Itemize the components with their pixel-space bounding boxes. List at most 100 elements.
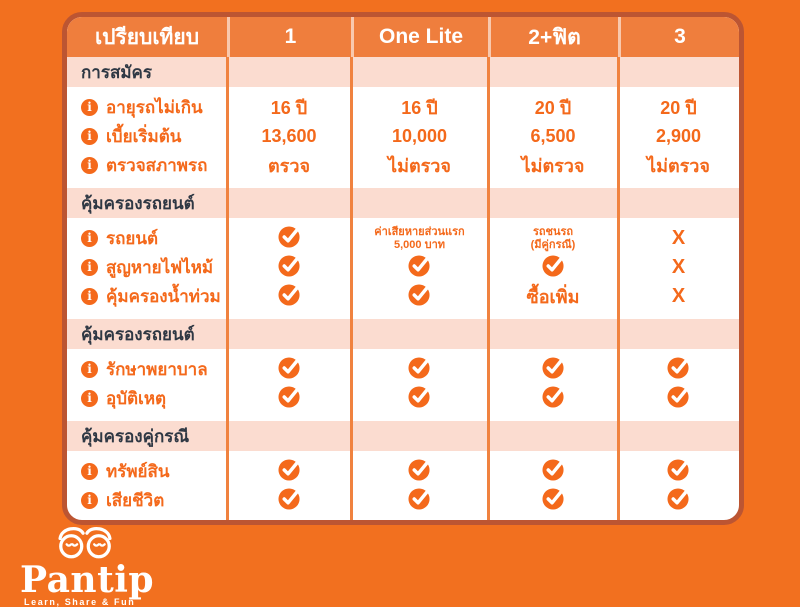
value-cell (488, 487, 618, 515)
info-icon: i (81, 463, 98, 480)
cross-mark: X (671, 285, 686, 307)
info-icon: i (81, 390, 98, 407)
value-cell: 10,000 (351, 126, 488, 147)
value-cell (227, 458, 351, 486)
section-header: คุ้มครองรถยนต์ (67, 319, 739, 349)
comparison-table: เปรียบเทียบ 1 One Lite 2+ฟิต 3 การสมัคร i… (62, 12, 744, 525)
row-label-cell: i รถยนต์ (67, 225, 227, 252)
value-cell: ไม่ตรวจ (351, 151, 488, 180)
section-header: การสมัคร (67, 57, 739, 87)
value-cell: ไม่ตรวจ (618, 151, 739, 180)
value-text: 10,000 (391, 126, 448, 146)
value-text: 13,600 (261, 126, 317, 146)
check-icon (408, 458, 431, 486)
row-label: คุ้มครองน้ำท่วม (106, 287, 221, 306)
pantip-wordmark: Pantip (20, 559, 155, 601)
value-text: 16 ปี (401, 98, 438, 118)
value-cell: ไม่ตรวจ (488, 151, 618, 180)
check-icon (277, 225, 301, 253)
check-icon (541, 458, 565, 486)
section-title: คุ้มครองรถยนต์ (81, 193, 195, 213)
value-cell: ซื้อเพิ่ม (488, 282, 618, 311)
table-row: i ทรัพย์สิน (67, 457, 739, 486)
value-cell: 6,500 (488, 126, 618, 147)
table-body: การสมัคร i อายุรถไม่เกิน 16 ปี 16 ปี 20 ปี 20 … (67, 57, 739, 520)
value-cell: ค่าเสียหายส่วนแรก 5,000 บาท (351, 226, 488, 251)
check-icon (408, 283, 431, 311)
value-cell (351, 254, 488, 282)
info-icon: i (81, 99, 98, 116)
check-icon (541, 356, 565, 384)
header-col-one-lite: One Lite (351, 17, 488, 57)
header-col-3: 3 (618, 17, 739, 57)
value-text: ไม่ตรวจ (521, 156, 585, 176)
row-label-cell: i รักษาพยาบาล (67, 356, 227, 383)
value-text: ตรวจ (267, 156, 310, 176)
check-icon (667, 385, 690, 413)
value-cell (227, 225, 351, 253)
row-label: รักษาพยาบาล (106, 360, 208, 379)
check-icon (277, 254, 301, 282)
check-icon (408, 356, 431, 384)
value-text: ไม่ตรวจ (647, 156, 710, 176)
value-cell (351, 385, 488, 413)
row-label-cell: i เบี้ยเริ่มต้น (67, 123, 227, 150)
value-cell (618, 385, 739, 413)
info-icon: i (81, 157, 98, 174)
row-label-cell: i สูญหายไฟไหม้ (67, 254, 227, 281)
section-rows: i รถยนต์ ค่าเสียหายส่วนแรก 5,000 บาท รถชนรถ(… (67, 218, 739, 319)
value-text: 2,900 (655, 126, 702, 146)
value-cell (488, 356, 618, 384)
check-icon (277, 385, 301, 413)
value-cell (618, 458, 739, 486)
row-label-cell: i ตรวจสภาพรถ (67, 152, 227, 179)
value-cell (351, 487, 488, 515)
section-title: คุ้มครองคู่กรณี (81, 426, 190, 446)
info-icon: i (81, 492, 98, 509)
info-icon: i (81, 230, 98, 247)
value-cell: 20 ปี (618, 93, 739, 122)
pantip-tagline: Learn, Share & Fun (24, 597, 136, 607)
row-label: อุบัติเหตุ (106, 389, 167, 408)
info-icon: i (81, 288, 98, 305)
value-cell (488, 254, 618, 282)
value-cell (618, 356, 739, 384)
column-divider (350, 57, 353, 520)
row-label: อายุรถไม่เกิน (106, 98, 203, 117)
header-col-2plus: 2+ฟิต (488, 17, 618, 57)
row-label-cell: i คุ้มครองน้ำท่วม (67, 283, 227, 310)
cross-mark: X (671, 227, 686, 249)
table-row: i สูญหายไฟไหม้ X (67, 253, 739, 282)
value-cell: X (618, 227, 739, 250)
check-icon (667, 487, 690, 515)
section-header: คุ้มครองรถยนต์ (67, 188, 739, 218)
value-text: ไม่ตรวจ (388, 156, 451, 176)
value-cell: 16 ปี (351, 93, 488, 122)
table-row: i รักษาพยาบาล (67, 355, 739, 384)
check-icon (277, 487, 301, 515)
info-icon: i (81, 128, 98, 145)
cross-mark: X (671, 256, 686, 278)
section-header: คุ้มครองคู่กรณี (67, 421, 739, 451)
value-cell (618, 487, 739, 515)
check-icon (541, 487, 565, 515)
row-label-cell: i ทรัพย์สิน (67, 458, 227, 485)
value-cell (351, 356, 488, 384)
row-label: รถยนต์ (106, 229, 159, 248)
value-cell: X (618, 256, 739, 279)
value-text: 6,500 (530, 126, 576, 146)
value-cell: ตรวจ (227, 151, 351, 180)
table-row: i คุ้มครองน้ำท่วม ซื้อเพิ่ม X (67, 282, 739, 311)
row-label-cell: i เสียชีวิต (67, 487, 227, 514)
check-icon (667, 458, 690, 486)
value-cell (351, 283, 488, 311)
check-icon (667, 356, 690, 384)
value-text: 20 ปี (534, 98, 572, 118)
value-text: ซื้อเพิ่ม (526, 287, 580, 307)
value-cell: 2,900 (618, 126, 739, 147)
row-label: ทรัพย์สิน (106, 462, 170, 481)
value-cell (227, 254, 351, 282)
check-icon (408, 487, 431, 515)
section-rows: i อายุรถไม่เกิน 16 ปี 16 ปี 20 ปี 20 ปี i เบี้ย… (67, 87, 739, 188)
value-cell: X (618, 285, 739, 308)
